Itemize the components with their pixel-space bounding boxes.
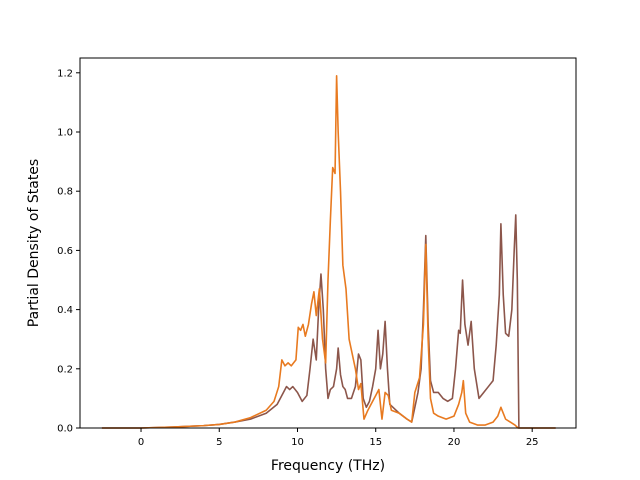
x-tick-label: 10 — [291, 437, 304, 448]
series-layer — [101, 74, 556, 429]
series-line-1 — [101, 214, 556, 429]
x-tick-label: 15 — [369, 437, 382, 448]
y-tick-label: 0.4 — [57, 305, 73, 316]
y-tick-label: 0.0 — [57, 424, 73, 435]
x-axis-ticks: 0 5 10 15 20 25 — [138, 428, 539, 448]
y-tick-label: 0.2 — [57, 364, 73, 375]
plot-area — [80, 58, 576, 428]
y-tick-label: 1.0 — [57, 128, 73, 139]
y-tick-label: 1.2 — [57, 68, 73, 79]
x-axis-label: Frequency (THz) — [271, 458, 385, 474]
x-tick-label: 0 — [138, 437, 144, 448]
x-tick-label: 20 — [448, 437, 461, 448]
y-tick-label: 0.6 — [57, 246, 73, 257]
plot-frame — [79, 57, 577, 429]
series-line-2 — [101, 74, 556, 429]
y-axis-label: Partial Density of States — [26, 159, 42, 327]
x-tick-label: 5 — [216, 437, 222, 448]
x-tick-label: 25 — [526, 437, 539, 448]
y-tick-label: 0.8 — [57, 187, 73, 198]
y-axis-ticks: 0.0 0.2 0.4 0.6 0.8 1.0 1.2 — [57, 68, 80, 435]
